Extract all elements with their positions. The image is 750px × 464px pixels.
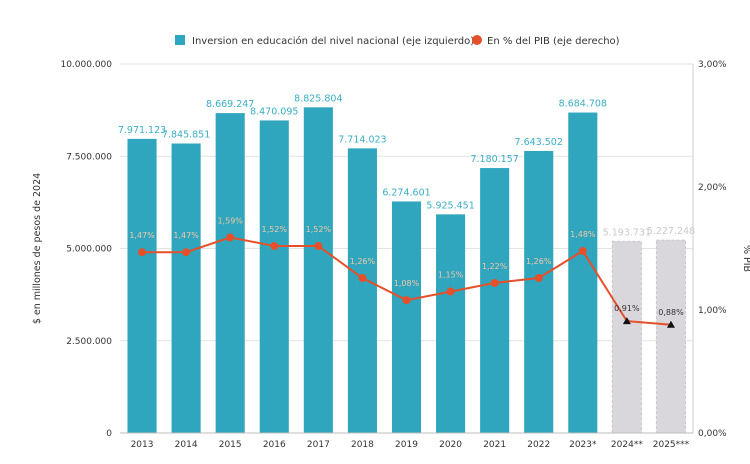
y-left-tick-label: 2.500.000	[66, 337, 112, 347]
y-left-tick-label: 10.000.000	[60, 60, 112, 70]
pct-value-label: 1,59%	[217, 216, 243, 225]
y-right-axis-title: % PIB	[741, 245, 750, 272]
legend-label-line: En % del PIB (eje derecho)	[487, 36, 620, 47]
bar	[568, 112, 598, 433]
pct-value-label: 1,22%	[482, 262, 508, 271]
pct-marker	[226, 233, 235, 242]
bar-value-label: 8.825.804	[294, 93, 342, 104]
pct-value-label: 1,15%	[438, 271, 464, 280]
legend-swatch-bars	[175, 35, 185, 45]
x-tick-label: 2015	[219, 440, 242, 450]
x-tick-label: 2024**	[611, 440, 643, 450]
y-left-tick-label: 0	[106, 429, 112, 439]
y-left-axis-title: $ en millones de pesos de 2024	[32, 173, 43, 324]
bar	[259, 120, 289, 433]
y-right-tick-label: 3,00%	[698, 60, 727, 70]
pct-marker	[534, 274, 543, 283]
pct-value-label: 0,88%	[658, 308, 684, 317]
legend-label-bars: Inversion en educación del nivel naciona…	[192, 35, 474, 47]
bar-value-label: 6.274.601	[382, 187, 430, 198]
y-right-tick-label: 0,00%	[698, 429, 727, 439]
bar-value-label: 5.925.451	[426, 200, 474, 211]
bars	[127, 107, 687, 434]
x-tick-label: 2023*	[569, 440, 597, 450]
x-tick-label: 2020	[439, 440, 462, 450]
legend-swatch-line	[472, 35, 482, 45]
bar-projected	[655, 239, 687, 434]
bar	[171, 143, 201, 433]
bar-value-label: 5.193.731	[603, 227, 651, 238]
pct-marker	[182, 248, 191, 257]
bar	[127, 138, 157, 434]
bar	[480, 168, 510, 434]
pct-value-label: 0,91%	[614, 304, 640, 313]
y-right-tick-label: 2,00%	[698, 183, 727, 193]
bar-value-label: 7.845.851	[162, 129, 210, 140]
pct-marker	[270, 242, 279, 251]
pct-marker-projected	[666, 320, 675, 328]
x-tick-label: 2018	[351, 440, 374, 450]
pct-value-label: 1,26%	[526, 257, 552, 266]
pct-marker	[402, 296, 411, 305]
y-left-tick-label: 7.500.000	[66, 152, 112, 162]
bar-value-label: 8.684.708	[559, 99, 607, 110]
bar-value-label: 7.643.502	[515, 137, 563, 148]
pct-marker	[314, 242, 323, 251]
bar-value-label: 7.971.123	[118, 125, 166, 136]
bar-value-label: 8.470.095	[250, 106, 298, 117]
pct-value-label: 1,52%	[306, 225, 332, 234]
x-tick-label: 2017	[307, 440, 330, 450]
bar-projected	[611, 240, 642, 434]
pct-marker	[490, 278, 499, 287]
pct-value-label: 1,48%	[570, 230, 596, 239]
bar-value-label: 7.714.023	[338, 134, 386, 145]
bar-value-label: 8.669.247	[206, 99, 254, 110]
bar	[391, 201, 422, 433]
pct-marker	[138, 248, 147, 257]
pct-value-label: 1,52%	[262, 225, 288, 234]
bar	[215, 113, 245, 433]
pct-line: 1,47% 1,47% 1,59% 1,52% 1,52% 1,26% 1,08% 1,15%…	[129, 216, 684, 328]
axes: 0 2.500.000 5.000.000 7.500.000 10.000.000 0,…	[32, 60, 750, 450]
pct-value-label: 1,47%	[173, 231, 199, 240]
bar	[347, 148, 377, 434]
x-tick-label: 2014	[175, 440, 198, 450]
pct-marker	[358, 274, 367, 283]
bar-value-label: 5.227.248	[647, 226, 695, 237]
bar	[436, 214, 466, 433]
x-tick-label: 2025***	[653, 440, 690, 450]
x-tick-label: 2021	[483, 440, 506, 450]
pct-marker-projected	[622, 317, 631, 325]
bar	[303, 107, 333, 434]
y-right-tick-label: 1,00%	[698, 306, 727, 316]
bar	[524, 150, 554, 433]
pct-marker	[578, 246, 587, 255]
bar-value-label: 7.180.157	[470, 154, 518, 165]
legend: Inversion en educación del nivel naciona…	[175, 35, 620, 47]
x-tick-label: 2019	[395, 440, 418, 450]
x-tick-label: 2013	[131, 440, 154, 450]
pct-marker	[446, 287, 455, 296]
pct-value-label: 1,08%	[394, 279, 420, 288]
x-tick-label: 2016	[263, 440, 286, 450]
pct-value-label: 1,26%	[350, 257, 376, 266]
pct-value-label: 1,47%	[129, 231, 155, 240]
y-left-tick-label: 5.000.000	[66, 245, 112, 255]
x-tick-label: 2022	[527, 440, 550, 450]
